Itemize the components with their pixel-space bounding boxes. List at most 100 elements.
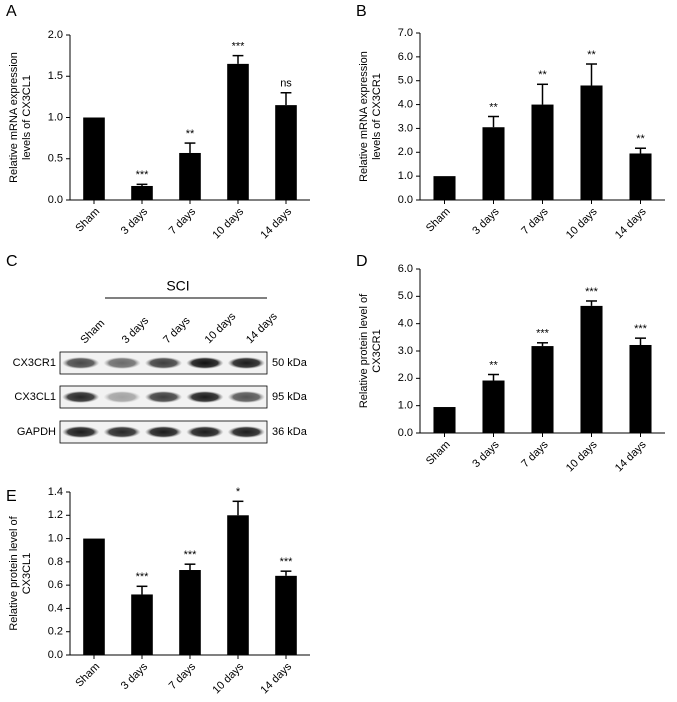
blot-band [144,426,183,438]
significance: *** [634,323,648,335]
significance: ** [636,133,645,145]
y-tick-label: 0.4 [48,602,63,614]
size-label: 36 kDa [272,426,308,438]
x-tick-label: Sham [73,661,102,690]
blot-band [103,391,141,403]
y-axis-label: CX3CR1 [371,329,383,372]
y-tick-label: 3.0 [398,345,413,357]
x-tick-label: 14 days [258,660,294,696]
significance: *** [536,328,550,340]
y-axis-label: CX3CL1 [21,553,33,595]
blot-band [227,357,265,369]
bar [227,63,249,200]
blot-band [227,426,265,438]
y-tick-label: 1.5 [48,70,63,82]
x-tick-label: Sham [424,206,453,235]
bar [179,152,201,200]
bar [580,85,603,200]
y-tick-label: 0.0 [48,194,63,206]
row-label: GAPDH [17,426,56,438]
bar [629,153,652,200]
x-tick-label: Sham [424,439,453,468]
y-tick-label: 0.0 [398,427,413,439]
y-tick-label: 1.0 [48,111,63,123]
bar [433,407,456,433]
group-label: SCI [166,278,189,294]
y-tick-label: 7.0 [398,27,413,39]
y-tick-label: 0.0 [48,649,63,661]
blot-band [186,391,224,403]
bar [482,127,505,200]
y-axis-label: Relative mRNA expression [8,52,20,183]
blot-band [144,391,183,403]
bar [131,594,153,655]
size-label: 95 kDa [272,391,308,403]
y-tick-label: 6.0 [398,263,413,275]
bar [482,380,505,433]
blot-band [62,391,100,403]
blot-band [144,357,183,369]
y-tick-label: 4.0 [398,318,413,330]
x-tick-label: 14 days [613,438,649,474]
significance: *** [136,169,150,181]
significance: *** [184,549,198,561]
y-axis-label: levels of CX3CR1 [371,73,383,160]
y-tick-label: 5.0 [398,290,413,302]
blot-band [186,426,224,438]
significance: ** [489,359,498,371]
significance: ** [587,49,596,61]
bar [275,575,297,655]
x-tick-label: 10 days [210,660,246,696]
y-axis-label: Relative protein level of [8,515,20,630]
y-tick-label: 0.2 [48,626,63,638]
x-tick-label: 14 days [258,205,294,241]
bar [83,117,105,200]
y-tick-label: 4.0 [398,98,413,110]
panel-label: D [356,253,368,270]
y-tick-label: 2.0 [398,146,413,158]
x-tick-label: 3 days [119,205,151,237]
blot-band [62,426,100,438]
y-tick-label: 0.6 [48,579,63,591]
significance: ** [489,101,498,113]
y-tick-label: 2.0 [398,372,413,384]
significance: *** [136,571,150,583]
y-axis-label: Relative mRNA expression [358,51,370,182]
bar [580,305,603,433]
x-tick-label: 7 days [167,660,199,692]
row-label: CX3CR1 [13,357,56,369]
row-label: CX3CL1 [14,391,56,403]
lane-label: 14 days [244,310,280,346]
y-tick-label: 3.0 [398,122,413,134]
y-tick-label: 0.8 [48,556,63,568]
blot-band [103,357,141,369]
blot-band [62,357,100,369]
x-tick-label: 3 days [119,660,151,692]
significance: *** [280,556,294,568]
y-axis-label: Relative protein level of [358,293,370,408]
x-tick-label: 10 days [564,438,600,474]
significance: ** [186,128,195,140]
panel-label: C [6,253,18,270]
blot-band [186,357,224,369]
size-label: 50 kDa [272,357,308,369]
blot-band [103,426,141,438]
significance: ns [280,78,292,90]
lane-label: 10 days [203,310,239,346]
x-tick-label: 3 days [470,205,502,237]
significance: ** [538,69,547,81]
x-tick-label: 10 days [210,205,246,241]
bar [531,346,554,433]
x-tick-label: 7 days [167,205,199,237]
significance: *** [585,286,599,298]
bar [131,185,153,200]
x-tick-label: 7 days [519,438,551,470]
x-tick-label: 7 days [519,205,551,237]
bar [629,344,652,433]
significance: * [236,486,241,498]
y-tick-label: 0.5 [48,153,63,165]
lane-label: Sham [78,317,107,346]
lane-label: 7 days [161,314,193,346]
blot-band [227,391,265,403]
